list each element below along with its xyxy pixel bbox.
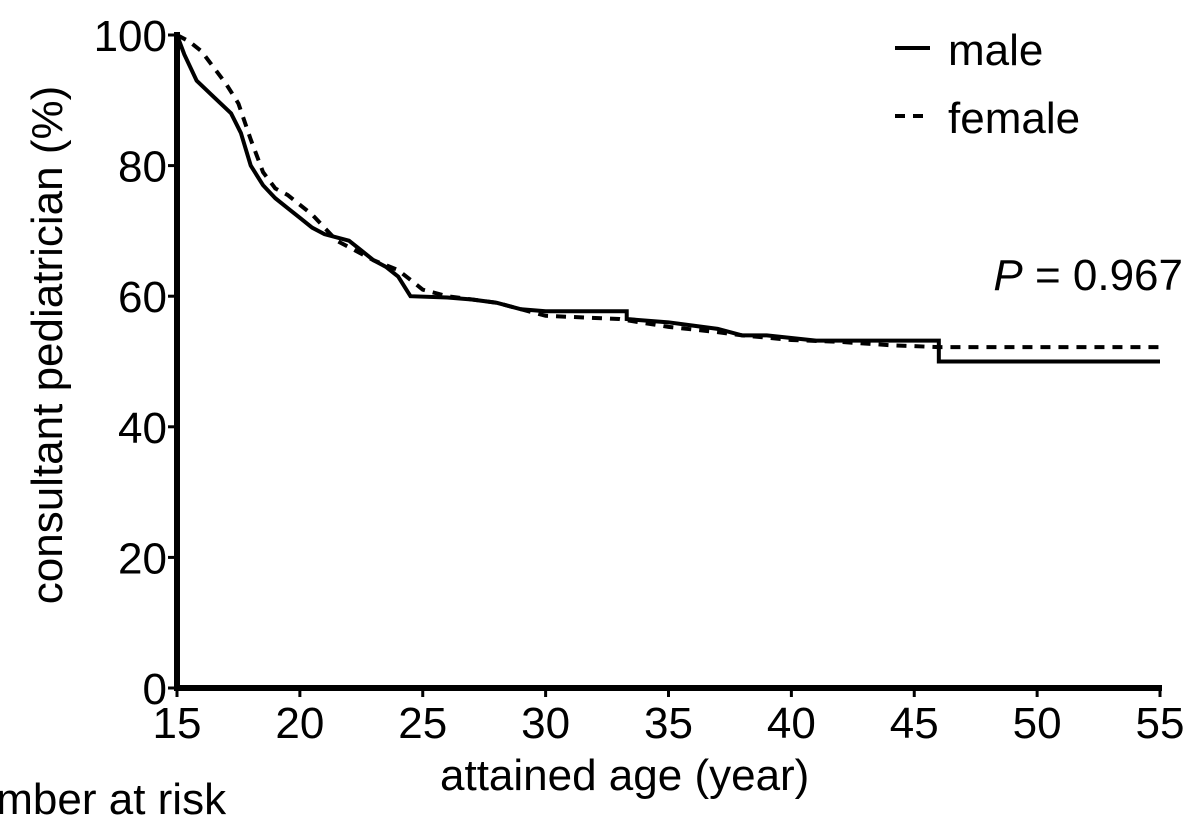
legend-label: female [948, 94, 1080, 143]
y-axis-label: consultant pediatrician (%) [23, 86, 72, 604]
x-axis-label: attained age (year) [440, 751, 809, 800]
footer: Number at risk [0, 775, 227, 822]
x-tick-label: 50 [1013, 699, 1062, 748]
y-tick-label: 60 [118, 273, 167, 322]
p-text: = 0.967 [1035, 251, 1183, 300]
y-tick-label: 80 [118, 143, 167, 192]
y-tick-label: 20 [118, 534, 167, 583]
p-value: P = 0.967 [993, 251, 1183, 300]
x-tick-label: 20 [275, 699, 324, 748]
x-tick-label: 25 [398, 699, 447, 748]
x-tick-label: 55 [1136, 699, 1185, 748]
x-tick-label: 30 [521, 699, 570, 748]
x-tick-label: 40 [767, 699, 816, 748]
x-tick-label: 45 [890, 699, 939, 748]
legend-label: male [948, 26, 1043, 75]
y-tick-label: 0 [143, 665, 167, 714]
y-tick-label: 100 [94, 12, 167, 61]
x-tick-label: 35 [644, 699, 693, 748]
series-line [176, 33, 1160, 350]
series-line [175, 34, 1160, 364]
y-tick-label: 40 [118, 404, 167, 453]
p-symbol: P [993, 251, 1023, 300]
x-tick-label: 15 [153, 699, 202, 748]
